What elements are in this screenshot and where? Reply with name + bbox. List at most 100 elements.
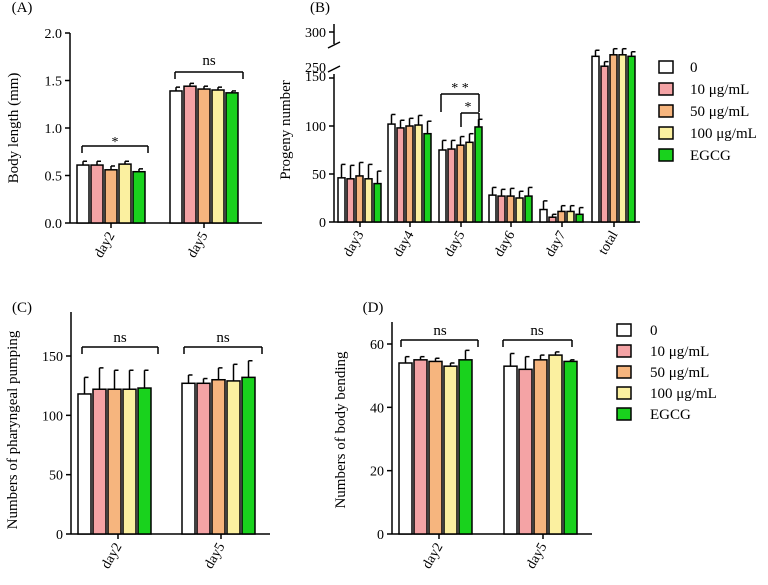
legend-label: EGCG	[650, 407, 691, 423]
bar-day3-3	[364, 178, 373, 223]
bar-day2-4	[132, 170, 146, 224]
bar-day5-4	[225, 92, 239, 224]
bar-day3-4	[373, 182, 382, 223]
bar-day2-4	[137, 387, 152, 535]
panel-c-x-tick-label: day2	[99, 541, 126, 572]
bar-day5-3	[465, 141, 474, 223]
panel-c-tick-label: 50	[49, 469, 63, 484]
panel-d-x-tick-label: day5	[524, 541, 551, 572]
bar-day5-4	[241, 376, 256, 535]
axis-break-mark	[327, 65, 341, 73]
legend-swatch-2	[616, 365, 632, 379]
panel-b-tick-label: 300	[305, 26, 326, 41]
bar-day7-1	[548, 216, 557, 223]
panel-b-x-tick-label: total	[596, 228, 621, 257]
legend-swatch-0	[616, 323, 632, 337]
bar-day7-3	[566, 210, 575, 223]
bar-day2-1	[92, 388, 107, 535]
bar-day5-2	[197, 88, 211, 224]
significance-star: *	[465, 100, 472, 115]
significance-star: *	[112, 135, 119, 150]
panel-label-c: (C)	[12, 300, 32, 316]
panel-b-tick-label: 50	[312, 168, 326, 183]
y-axis-label: Progeny number	[278, 80, 294, 180]
y-axis-label: Numbers of body bending	[333, 351, 349, 509]
bar-day4-1	[396, 127, 405, 223]
legend-label: 10 μg/mL	[650, 344, 709, 360]
bar-total-1	[600, 65, 609, 223]
panel-label-b: (B)	[310, 0, 330, 16]
bar-total-0	[591, 55, 600, 223]
panel-a-tick-label: 2.0	[45, 27, 63, 42]
significance-star: * *	[451, 81, 469, 96]
bar-day6-1	[497, 195, 506, 223]
panel-b-x-tick-label: day7	[543, 229, 570, 260]
panel-b-tick-label: 0	[319, 216, 326, 231]
bar-day5-1	[447, 148, 456, 223]
bar-day6-2	[506, 195, 515, 223]
bar-day5-0	[181, 382, 196, 535]
legend-label: 0	[690, 60, 698, 76]
bar-day4-2	[405, 125, 414, 223]
ns-label: ns	[216, 330, 230, 346]
bar-day5-2	[211, 378, 226, 535]
panel-label-d: (D)	[363, 300, 384, 316]
bar-day2-2	[107, 388, 122, 535]
bar-day5-0	[438, 149, 447, 223]
bar-day3-1	[346, 178, 355, 223]
panel-b-tick-label: 150	[305, 70, 326, 85]
bar-day2-4	[458, 359, 473, 535]
bar-day4-3	[414, 124, 423, 223]
panel-a-x-tick-label: day5	[185, 230, 212, 261]
legend-swatch-1	[616, 344, 632, 358]
bar-day7-4	[575, 213, 584, 223]
legend-swatch-4	[616, 407, 632, 421]
panel-b-x-tick-label: day5	[442, 229, 469, 260]
bar-day2-2	[104, 169, 118, 224]
bar-day2-1	[413, 359, 428, 535]
bar-day5-3	[548, 354, 563, 535]
legend-label: EGCG	[690, 148, 731, 164]
bar-day4-0	[387, 123, 396, 223]
legend-label: 100 μg/mL	[690, 126, 757, 142]
bar-day2-0	[77, 393, 92, 535]
panel-d-tick-label: 0	[377, 528, 384, 543]
legend-label: 50 μg/mL	[650, 365, 709, 381]
panel-a-tick-label: 1.0	[45, 122, 63, 137]
legend-label: 0	[650, 323, 658, 339]
panel-b-x-tick-label: day3	[341, 229, 368, 260]
panel-a-tick-label: 1.5	[45, 75, 63, 90]
ns-label: ns	[433, 323, 447, 339]
bar-day4-4	[423, 132, 432, 223]
bar-day2-0	[398, 362, 413, 535]
bar-day6-0	[488, 194, 497, 223]
bar-day5-0	[503, 365, 518, 535]
bar-day5-0	[169, 90, 183, 224]
bar-total-2	[609, 54, 618, 223]
panel-a-x-tick-label: day2	[92, 230, 119, 261]
bar-day2-3	[122, 388, 137, 535]
legend-swatch-0	[658, 60, 674, 74]
panel-label-a: (A)	[12, 0, 33, 16]
legend-label: 50 μg/mL	[690, 104, 749, 120]
panel-c-x-tick-label: day5	[202, 541, 229, 572]
panel-b-x-tick-label: day4	[391, 229, 418, 260]
bar-day2-1	[90, 164, 104, 224]
bar-day6-4	[524, 195, 533, 223]
bar-day3-2	[355, 175, 364, 223]
panel-d-tick-label: 20	[370, 465, 384, 480]
bar-day5-3	[211, 89, 225, 224]
panel-b-tick-label: 250	[305, 61, 326, 76]
y-axis-label: Numbers of pharyngeal pumping	[5, 330, 21, 529]
bar-day2-2	[428, 360, 443, 535]
bar-day7-2	[557, 210, 566, 223]
bar-day2-3	[118, 163, 132, 224]
panel-d-tick-label: 60	[370, 338, 384, 353]
legend-swatch-2	[658, 104, 674, 118]
bar-day5-1	[518, 368, 533, 535]
legend-swatch-4	[658, 148, 674, 162]
panel-c-tick-label: 0	[56, 528, 63, 543]
bar-total-3	[618, 54, 627, 223]
panel-d-x-tick-label: day2	[420, 541, 447, 572]
